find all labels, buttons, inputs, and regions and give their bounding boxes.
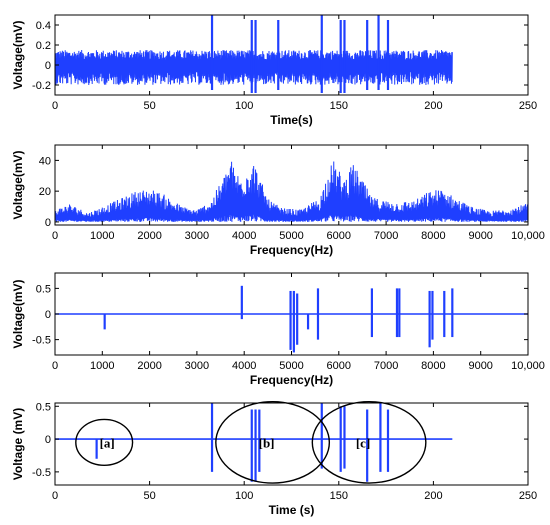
y-tick-label: -0.5 (32, 335, 51, 347)
x-axis-label: Frequency(Hz) (250, 243, 333, 257)
x-tick-label: 9000 (468, 360, 492, 372)
y-tick-label: 40 (39, 155, 51, 167)
x-tick-label: 150 (330, 100, 348, 112)
annotation-label-2: [b] (259, 435, 275, 450)
y-axis-label: Voltage (mV) (11, 408, 25, 480)
x-tick-label: 4000 (232, 230, 256, 242)
annotation-ellipse-3 (311, 400, 427, 484)
x-tick-label: 3000 (185, 360, 209, 372)
y-tick-label: 0.5 (36, 401, 51, 413)
x-tick-label: 100 (235, 490, 253, 502)
y-axis-label: Voltage(mV) (11, 150, 25, 219)
x-tick-label: 0 (52, 360, 58, 372)
y-axis-label: Voltage(mV) (11, 20, 25, 89)
y-tick-label: 20 (39, 186, 51, 198)
y-tick-label: 0 (45, 217, 51, 229)
x-tick-label: 4000 (232, 360, 256, 372)
x-tick-label: 100 (235, 100, 253, 112)
x-tick-label: 250 (519, 490, 537, 502)
y-tick-label: -0.5 (32, 467, 51, 479)
axes-frame (54, 402, 529, 486)
spectrum-trace (55, 161, 528, 222)
annotation-label-3: [c] (356, 435, 370, 450)
y-tick-label: -0.2 (32, 80, 51, 92)
x-tick-label: 9000 (468, 230, 492, 242)
x-tick-label: 3000 (185, 230, 209, 242)
x-tick-label: 150 (330, 490, 348, 502)
axes-frame (54, 14, 529, 96)
x-tick-label: 2000 (137, 360, 161, 372)
y-axis-label: Voltage(mV) (11, 279, 25, 348)
x-tick-label: 50 (143, 490, 155, 502)
x-tick-label: 8000 (421, 360, 445, 372)
y-tick-label: 0 (45, 434, 51, 446)
x-tick-label: 10,000 (511, 360, 545, 372)
x-tick-label: 200 (424, 100, 442, 112)
plot-area (55, 403, 453, 482)
annotation-label-1: [a] (100, 435, 115, 450)
y-tick-label: 0.2 (36, 40, 51, 52)
x-tick-label: 6000 (327, 360, 351, 372)
x-tick-label: 1000 (90, 230, 114, 242)
x-tick-label: 7000 (374, 360, 398, 372)
x-tick-label: 5000 (279, 360, 303, 372)
x-tick-label: 0 (52, 490, 58, 502)
chart-panel-2: 0 1000 2000 3000 4000 5000 6000 7000 8000 9000 10,… (11, 144, 545, 257)
x-tick-label: 0 (52, 100, 58, 112)
y-tick-label: 0.4 (36, 20, 51, 32)
x-axis-label: Time (s) (269, 503, 315, 517)
signal-trace (55, 50, 453, 85)
x-axis-label: Time(s) (270, 113, 312, 127)
annotation-ellipse-2 (215, 400, 331, 484)
x-tick-label: 1000 (90, 360, 114, 372)
x-tick-label: 8000 (421, 230, 445, 242)
x-tick-label: 5000 (279, 230, 303, 242)
x-tick-label: 10,000 (511, 230, 545, 242)
y-tick-label: 0 (45, 309, 51, 321)
x-tick-label: 7000 (374, 230, 398, 242)
y-tick-label: 0.5 (36, 283, 51, 295)
x-axis-label: Frequency(Hz) (250, 373, 333, 387)
x-tick-label: 6000 (327, 230, 351, 242)
x-tick-label: 2000 (137, 230, 161, 242)
annotation-ellipse-1 (75, 418, 134, 467)
y-tick-label: 0 (45, 60, 51, 72)
chart-panel-3: 0 1000 2000 3000 4000 5000 6000 7000 8000 9000 10,… (11, 272, 545, 387)
plot-area (55, 285, 528, 353)
x-tick-label: 0 (52, 230, 58, 242)
x-tick-label: 50 (143, 100, 155, 112)
plot-area (55, 161, 528, 222)
x-tick-label: 200 (424, 490, 442, 502)
chart-panel-1: 0 50 100 150 200 250-0.200.20.4Time(s)Voltage… (11, 14, 537, 127)
x-tick-label: 250 (519, 100, 537, 112)
plot-area (55, 15, 453, 93)
